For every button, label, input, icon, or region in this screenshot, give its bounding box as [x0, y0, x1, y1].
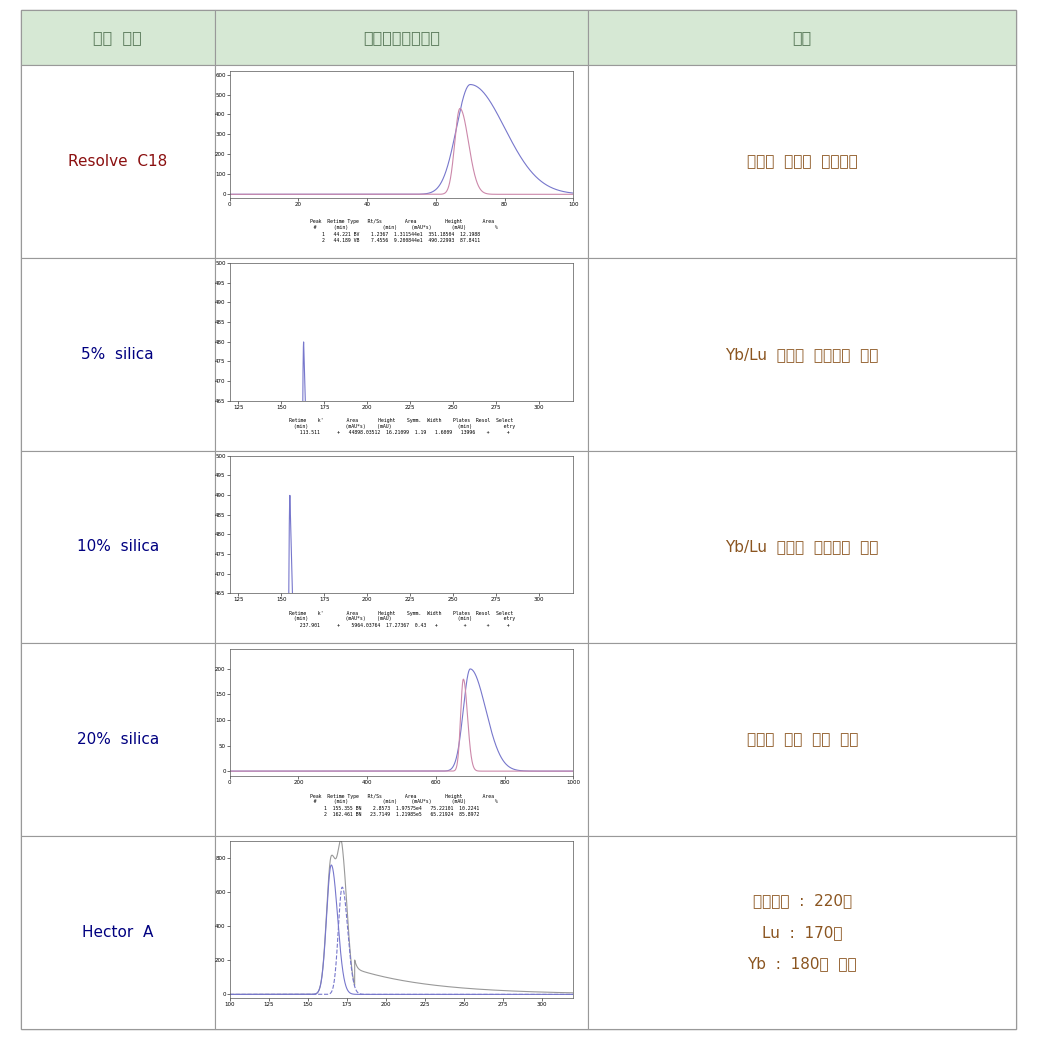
Bar — [21, 258, 215, 451]
Text: 10%  silica: 10% silica — [77, 539, 159, 555]
Bar — [21, 451, 215, 643]
Bar — [215, 10, 588, 65]
Bar — [215, 451, 588, 643]
Bar — [21, 643, 215, 836]
Text: Resolve  C18: Resolve C18 — [68, 154, 167, 169]
Text: Yb/Lu  분리에  적절하지  않음: Yb/Lu 분리에 적절하지 않음 — [726, 347, 879, 362]
Bar — [588, 643, 1016, 836]
Text: Hector  A: Hector A — [82, 925, 153, 940]
Text: 분리시간  :  220분: 분리시간 : 220분 — [753, 894, 851, 909]
Text: 1   44.221 BV    1.2367  1.311544e1  351.18504  12.1988
2   44.189 VB    7.4556 : 1 44.221 BV 1.2367 1.311544e1 351.18504 … — [323, 232, 480, 243]
Bar — [21, 836, 215, 1029]
Text: Retime    k'        Area       Height    Symm.  Width    Plates  Resol  Select
 : Retime k' Area Height Symm. Width Plates… — [288, 611, 515, 621]
Bar — [588, 451, 1016, 643]
Bar — [588, 258, 1016, 451]
Text: Peak  Retime Type   Rt/Ss        Area          Height       Area
   #      (min): Peak Retime Type Rt/Ss Area Height Area … — [305, 219, 498, 231]
Text: 고용량  분리시  겹침현상: 고용량 분리시 겹침현상 — [747, 154, 858, 169]
Text: 237.901      +    5964.03764  17.27367  0.43   +         +       +      +: 237.901 + 5964.03764 17.27367 0.43 + + +… — [293, 623, 509, 628]
Text: Yb  :  180분  이후: Yb : 180분 이후 — [748, 956, 857, 971]
Text: 분리시  겹침  현상  발생: 분리시 겹침 현상 발생 — [747, 732, 858, 747]
Text: Yb/Lu  분리에  적절하지  않음: Yb/Lu 분리에 적절하지 않음 — [726, 539, 879, 555]
Bar — [215, 643, 588, 836]
Text: Peak  Retime Type   Rt/Ss        Area          Height       Area
   #      (min): Peak Retime Type Rt/Ss Area Height Area … — [305, 794, 498, 804]
Bar — [215, 258, 588, 451]
Bar — [588, 65, 1016, 258]
Text: 5%  silica: 5% silica — [82, 347, 155, 362]
Bar — [21, 65, 215, 258]
Text: Lu  :  170분: Lu : 170분 — [762, 925, 842, 940]
Bar — [588, 836, 1016, 1029]
Bar — [215, 65, 588, 258]
Text: 1  155.355 BN    2.8573  1.97575e4   75.22101  10.2241
2  162.461 BN   23.7149  : 1 155.355 BN 2.8573 1.97575e4 75.22101 1… — [324, 806, 479, 817]
Text: 비고: 비고 — [792, 30, 812, 46]
Text: 사용  컬럼: 사용 컬럼 — [93, 30, 142, 46]
Bar — [215, 836, 588, 1029]
Text: Retime    k'        Area       Height    Symm.  Width    Plates  Resol  Select
 : Retime k' Area Height Symm. Width Plates… — [288, 418, 515, 429]
Text: 20%  silica: 20% silica — [77, 732, 159, 747]
Text: 113.511      +   44898.03512  16.21099  1.19   1.6009   13996    +      +: 113.511 + 44898.03512 16.21099 1.19 1.60… — [293, 430, 509, 435]
Bar — [21, 10, 215, 65]
Text: 분리크로마토그램: 분리크로마토그램 — [363, 30, 440, 46]
Text: SECT A  HECT CHANNEL A [XXXXXXXXXX 2013-11-17 07:59:00 P1C 5]: SECT A HECT CHANNEL A [XXXXXXXXXX 2013-1… — [314, 842, 489, 846]
Bar — [588, 10, 1016, 65]
